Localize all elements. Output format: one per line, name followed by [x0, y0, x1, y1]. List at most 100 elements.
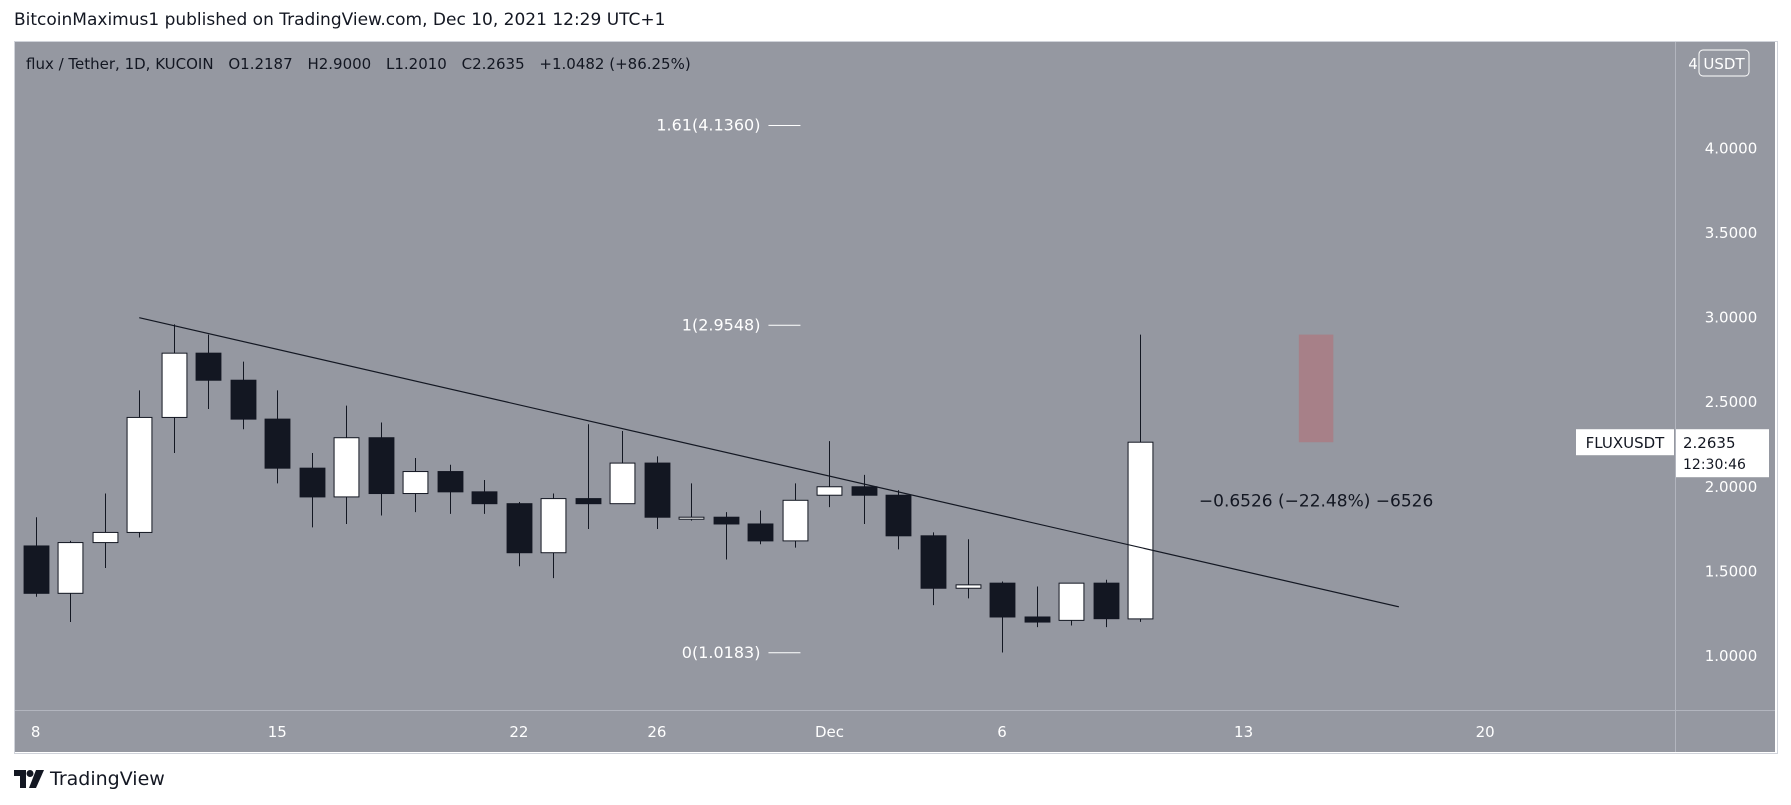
candle — [1127, 334, 1154, 622]
legend-open-value: 1.2187 — [240, 55, 293, 73]
candle — [161, 324, 188, 453]
x-tick-label: 20 — [1476, 723, 1495, 741]
candle-body — [368, 437, 395, 495]
candle-body — [471, 491, 498, 505]
chart-frame — [14, 41, 1778, 754]
candle — [264, 390, 291, 484]
candle — [1024, 586, 1051, 628]
x-tick-label: 6 — [997, 723, 1007, 741]
x-tick-label: 26 — [647, 723, 666, 741]
legend-low-value: 1.2010 — [394, 55, 447, 73]
legend: flux / Tether, 1D, KUCOIN O1.2187 H2.900… — [26, 55, 691, 73]
price-tag-value: 2.2635 — [1683, 434, 1736, 452]
candle-body — [782, 499, 809, 542]
publisher-line: BitcoinMaximus1 published on TradingView… — [14, 10, 666, 30]
fib-level-label: 1(2.9548) — [682, 315, 761, 334]
candle-body — [506, 503, 533, 554]
candle — [851, 474, 878, 524]
legend-open-label: O — [228, 55, 240, 73]
brand-footer[interactable]: TradingView — [14, 768, 165, 790]
tradingview-logo-icon — [14, 770, 44, 788]
y-tick-label-partial: 4 — [1688, 55, 1698, 73]
price-tag: FLUXUSDT 2.2635 12:30:46 — [1576, 429, 1769, 478]
candle — [644, 456, 671, 530]
candle-body — [989, 582, 1016, 618]
candle — [299, 452, 326, 528]
candle-body — [333, 437, 360, 498]
price-axis: 1.0000 1.5000 2.0000 2.5000 3.0000 3.5000 4.00… — [1688, 55, 1757, 665]
candle — [747, 510, 774, 545]
candle-body — [955, 584, 982, 589]
legend-high-label: H — [307, 55, 318, 73]
candle-body — [920, 535, 947, 589]
candle-body — [264, 418, 291, 469]
legend-change: +1.0482 (+86.25%) — [539, 55, 690, 73]
candle-body — [92, 531, 119, 544]
candle — [437, 464, 464, 514]
candle — [333, 405, 360, 524]
y-tick-label: 2.5000 — [1705, 393, 1758, 411]
candle — [92, 493, 119, 568]
time-axis-background[interactable] — [15, 710, 1775, 752]
candle — [57, 540, 84, 623]
candle — [678, 483, 705, 521]
candle-body — [230, 379, 257, 420]
candle — [540, 493, 567, 579]
candle-body — [885, 494, 912, 537]
x-tick-label: 22 — [509, 723, 528, 741]
candle — [575, 424, 602, 530]
y-tick-label: 1.0000 — [1705, 647, 1758, 665]
candle-body — [816, 486, 843, 496]
candle-body — [678, 516, 705, 520]
candle — [471, 480, 498, 514]
candle-body — [57, 542, 84, 594]
legend-close-value: 2.2635 — [472, 55, 525, 73]
candle-body — [713, 516, 740, 525]
candle — [955, 539, 982, 599]
candle-body — [126, 416, 153, 533]
candles-layer — [23, 324, 1154, 653]
candle — [195, 334, 222, 409]
y-tick-label: 1.5000 — [1705, 562, 1758, 580]
brand-label: TradingView — [50, 768, 165, 790]
candle-body — [1058, 582, 1085, 621]
candle — [885, 490, 912, 550]
fib-level-label: 1.61(4.1360) — [656, 116, 760, 135]
symbol-tag-label: FLUXUSDT — [1586, 434, 1666, 452]
fib-level: 1.61(4.1360) — [656, 116, 801, 135]
candle-body — [1093, 582, 1120, 620]
price-axis-background[interactable] — [1675, 42, 1775, 710]
candle-body — [23, 545, 50, 594]
drawings-layer: 1.61(4.1360) 1(2.9548) 0(1.0183) −0.6526 (−… — [139, 116, 1769, 662]
symbol-tag-box — [1576, 429, 1674, 456]
candle-body — [161, 352, 188, 418]
measure-label: −0.6526 (−22.48%) −6526 — [1199, 491, 1433, 511]
currency-label: USDT — [1703, 55, 1745, 73]
fib-level: 0(1.0183) — [682, 643, 801, 662]
candle — [989, 581, 1016, 653]
x-tick-label: 13 — [1234, 723, 1253, 741]
candle-body — [747, 523, 774, 542]
candle — [782, 483, 809, 548]
price-tag-box — [1676, 429, 1769, 478]
candle — [816, 441, 843, 508]
y-tick-label: 3.5000 — [1705, 224, 1758, 242]
candle-body — [437, 471, 464, 493]
candle — [920, 532, 947, 606]
price-tag-countdown: 12:30:46 — [1683, 457, 1746, 473]
x-tick-label: Dec — [815, 723, 844, 741]
trendline — [139, 317, 1400, 608]
candle — [368, 422, 395, 516]
x-tick-label: 15 — [268, 723, 287, 741]
candle-body — [402, 471, 429, 495]
candle — [126, 390, 153, 538]
legend-low-label: L — [386, 55, 395, 73]
currency-badge[interactable]: USDT — [1698, 49, 1750, 77]
candle-body — [195, 352, 222, 381]
candle-body — [1127, 441, 1154, 620]
candle-body — [851, 486, 878, 496]
candle — [23, 517, 50, 597]
candle-body — [609, 462, 636, 505]
candle-body — [540, 498, 567, 554]
